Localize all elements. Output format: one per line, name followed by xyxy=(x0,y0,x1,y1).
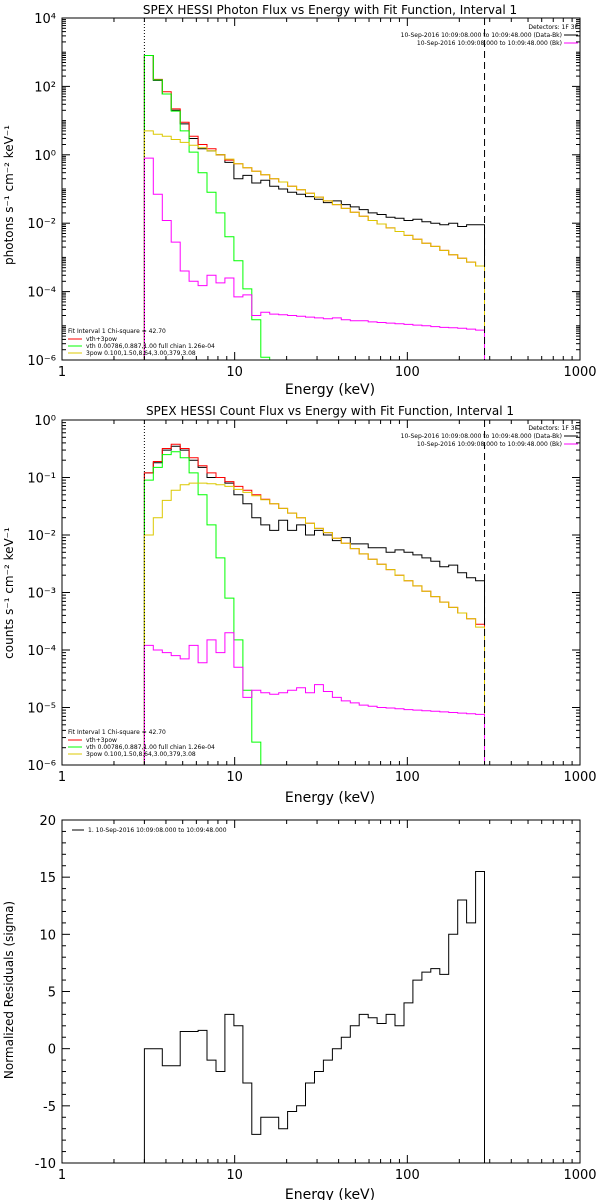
photon-flux-xlabel: Energy (keV) xyxy=(285,382,375,398)
x-tick-label: 1 xyxy=(58,770,66,785)
y-tick-label: 10⁻⁴ xyxy=(27,644,56,659)
y-tick-label: 10⁴ xyxy=(34,12,56,27)
photon-flux-legend-top-right: Detectors: 1F 3F 10-Sep-2016 10:09:08.00… xyxy=(401,24,579,47)
photon-flux-legend-total-label: vth+3pow xyxy=(86,336,117,343)
x-tick-label: 100 xyxy=(395,1168,420,1183)
count-flux-panel: SPEX HESSI Count Flux vs Energy with Fit… xyxy=(2,404,597,806)
y-tick-label: 10² xyxy=(34,80,56,95)
y-tick-label: 10⁻³ xyxy=(27,587,56,602)
yellow-histogram-series xyxy=(143,130,485,360)
y-tick-label: 10⁰ xyxy=(34,149,56,164)
x-tick-label: 1000 xyxy=(563,1168,596,1183)
count-flux-title: SPEX HESSI Count Flux vs Energy with Fit… xyxy=(146,404,514,418)
y-tick-label: 10 xyxy=(39,928,56,943)
y-tick-label: 15 xyxy=(39,871,56,886)
y-tick-label: 10⁻⁵ xyxy=(27,702,56,717)
count-flux-vlines xyxy=(143,420,486,765)
x-tick-label: 1000 xyxy=(563,770,596,785)
photon-flux-detectors-label: Detectors: 1F 3F xyxy=(528,24,578,31)
yellow-histogram-series xyxy=(143,482,485,765)
count-flux-legend-bk-label: 10-Sep-2016 10:09:08.000 to 10:09:48.000… xyxy=(417,441,562,448)
photon-flux-vlines xyxy=(143,18,486,360)
y-tick-label: -10 xyxy=(35,1157,56,1172)
residuals-series xyxy=(143,871,485,1163)
photon-flux-legend-databk-label: 10-Sep-2016 10:09:08.000 to 10:09:48.000… xyxy=(401,32,562,39)
photon-flux-series xyxy=(143,55,485,361)
magenta-histogram-series xyxy=(143,632,485,765)
x-tick-label: 1 xyxy=(58,1168,66,1183)
x-tick-label: 10 xyxy=(226,1168,243,1183)
green-histogram-series xyxy=(143,55,279,361)
y-tick-label: 10⁻¹ xyxy=(27,472,56,487)
y-tick-label: 5 xyxy=(48,986,56,1001)
count-flux-xlabel: Energy (keV) xyxy=(285,790,375,806)
count-flux-legend-databk-label: 10-Sep-2016 10:09:08.000 to 10:09:48.000… xyxy=(401,433,562,440)
residuals-xlabel: Energy (keV) xyxy=(285,1187,375,1200)
y-tick-label: -5 xyxy=(43,1100,56,1115)
count-flux-legend-3pow-label: 3pow 0.100,1.50,8.64,3.00,379,3.08 xyxy=(86,751,196,758)
count-flux-detectors-label: Detectors: 1F 3F xyxy=(528,425,578,432)
residuals-panel: 1 10 100 1000 -10 -5 0 5 10 15 20 Energy (keV) Nor… xyxy=(2,814,597,1200)
photon-flux-legend-bk-label: 10-Sep-2016 10:09:08.000 to 10:09:48.000… xyxy=(417,40,562,47)
count-flux-legend-total-label: vth+3pow xyxy=(86,737,117,744)
x-tick-label: 10 xyxy=(226,365,243,380)
photon-flux-legend-3pow-label: 3pow 0.100,1.50,8.64,3.00,379,3.08 xyxy=(86,350,196,357)
photon-flux-title: SPEX HESSI Photon Flux vs Energy with Fi… xyxy=(143,3,517,17)
residuals-ylabel: Normalized Residuals (sigma) xyxy=(2,901,16,1079)
photon-flux-panel: SPEX HESSI Photon Flux vs Energy with Fi… xyxy=(2,3,597,398)
y-tick-label: 10⁻⁴ xyxy=(27,286,56,301)
residuals-ticks: 1 10 100 1000 -10 -5 0 5 10 15 20 xyxy=(35,814,597,1183)
y-tick-label: 10⁻⁶ xyxy=(27,759,56,774)
photon-flux-legend-bottom-left: Fit Interval 1 Chi-square = 42.70 vth+3p… xyxy=(68,328,215,357)
count-flux-legend-bottom-left: Fit Interval 1 Chi-square = 42.70 vth+3p… xyxy=(68,729,215,758)
residuals-legend: 1. 10-Sep-2016 10:09:08.000 to 10:09:48.… xyxy=(72,827,227,834)
green-histogram-series xyxy=(143,451,270,766)
y-tick-label: 10⁻⁶ xyxy=(27,354,56,369)
x-tick-label: 100 xyxy=(395,770,420,785)
count-flux-series xyxy=(143,443,485,766)
count-flux-ylabel: counts s⁻¹ cm⁻² keV⁻¹ xyxy=(2,527,16,659)
y-tick-label: 20 xyxy=(39,814,56,829)
photon-flux-ylabel: photons s⁻¹ cm⁻² keV⁻¹ xyxy=(2,125,16,265)
count-flux-legend-top-right: Detectors: 1F 3F 10-Sep-2016 10:09:08.00… xyxy=(401,425,579,448)
residuals-legend-label: 1. 10-Sep-2016 10:09:08.000 to 10:09:48.… xyxy=(88,827,227,834)
count-flux-legend-vth-label: vth 0.00786,0.887,1.00 full chian 1.26e-… xyxy=(86,744,215,751)
photon-flux-ticks: 1 10 100 1000 10⁻⁶ 10⁻⁴ 10⁻² 10⁰ 10² 10⁴ xyxy=(27,12,596,380)
photon-flux-fit-header: Fit Interval 1 Chi-square = 42.70 xyxy=(68,328,166,335)
x-tick-label: 100 xyxy=(395,365,420,380)
y-tick-label: 10⁰ xyxy=(34,414,56,429)
x-tick-label: 10 xyxy=(226,770,243,785)
photon-flux-legend-vth-label: vth 0.00786,0.887,1.00 full chian 1.26e-… xyxy=(86,343,215,350)
magenta-histogram-series xyxy=(143,157,485,360)
y-tick-label: 10⁻² xyxy=(27,529,56,544)
x-tick-label: 1000 xyxy=(563,365,596,380)
black-histogram-series xyxy=(143,871,485,1163)
count-flux-ticks: 1 10 100 1000 10⁻⁶ 10⁻⁵ 10⁻⁴ 10⁻³ 10⁻² 10⁻¹ 10⁰ xyxy=(27,414,596,785)
y-tick-label: 10⁻² xyxy=(27,217,56,232)
y-tick-label: 0 xyxy=(48,1043,56,1058)
x-tick-label: 1 xyxy=(58,365,66,380)
count-flux-fit-header: Fit Interval 1 Chi-square = 42.70 xyxy=(68,729,166,736)
